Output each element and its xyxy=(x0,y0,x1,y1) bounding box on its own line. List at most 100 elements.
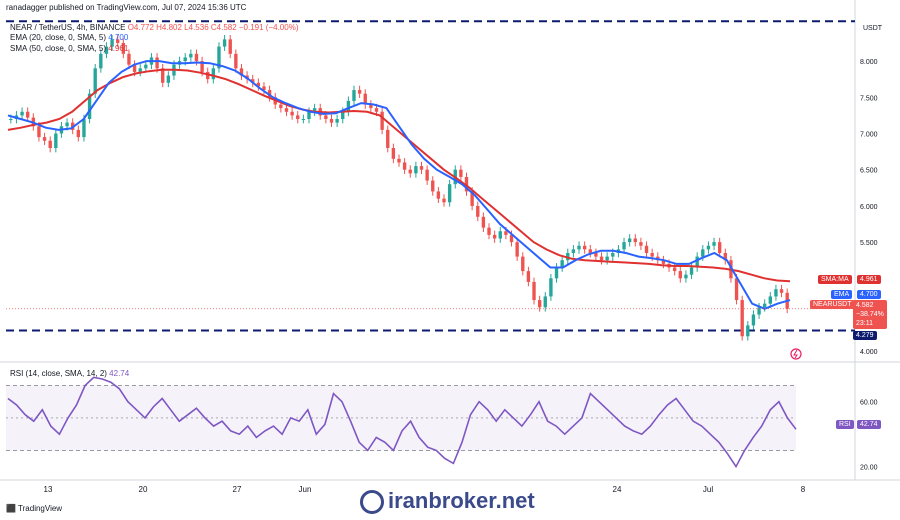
x-tick-label: 20 xyxy=(139,485,148,494)
candle-body xyxy=(588,249,592,253)
candle-body xyxy=(380,111,384,130)
candle-body xyxy=(301,119,306,121)
candle-body xyxy=(577,245,581,250)
candle-body xyxy=(706,245,711,250)
candle-body xyxy=(37,126,41,138)
alert-bolt xyxy=(793,349,798,359)
candle-body xyxy=(93,68,97,94)
candle-body xyxy=(329,119,334,123)
candle-body xyxy=(723,252,727,261)
candle-body xyxy=(537,300,542,308)
candle-body xyxy=(487,227,491,235)
candle-body xyxy=(116,39,120,43)
candle-body xyxy=(194,53,199,62)
y-tick-label: 4.000 xyxy=(860,349,878,356)
candle-body xyxy=(436,191,441,199)
x-tick-label: 24 xyxy=(613,485,622,494)
candle-body xyxy=(87,93,92,120)
candle-body xyxy=(447,184,452,203)
candle-body xyxy=(341,111,345,120)
candle-body xyxy=(20,111,24,116)
ema-axis-tag: EMA xyxy=(831,290,853,299)
rsi-axis-value: 42.74 xyxy=(857,420,881,429)
candle-body xyxy=(476,205,480,217)
candle-body xyxy=(774,289,778,297)
candle-body xyxy=(352,90,356,101)
candle-body xyxy=(26,111,30,118)
candle-body xyxy=(627,238,632,243)
watermark-logo: iranbroker.net xyxy=(360,488,535,515)
candle-body xyxy=(54,133,58,148)
candle-body xyxy=(155,57,159,69)
rsi-line xyxy=(7,376,797,469)
candle-body xyxy=(9,119,13,121)
candle-body xyxy=(391,147,396,159)
alert-circle xyxy=(790,348,802,360)
ema20-line xyxy=(7,60,791,310)
y-tick-label: 6.000 xyxy=(860,204,878,211)
candle-body xyxy=(509,234,514,243)
rsi-tick-label: 20.00 xyxy=(860,465,878,472)
candle-body xyxy=(363,93,367,105)
candle-body xyxy=(408,169,412,174)
candle-body xyxy=(549,278,553,297)
candle-body xyxy=(521,256,525,272)
currency-label[interactable]: USDT xyxy=(863,25,883,32)
candle-body xyxy=(650,252,654,257)
candle-body xyxy=(532,281,536,301)
y-tick-label: 8.000 xyxy=(860,59,878,66)
candle-body xyxy=(346,100,351,112)
rsi-legend[interactable]: RSI (14, close, SMA, 14, 2) 42.74 xyxy=(10,369,129,378)
candle-body xyxy=(284,108,289,112)
candle-body xyxy=(442,198,446,203)
candle-body xyxy=(768,296,772,304)
candle-body xyxy=(166,75,171,83)
candle-body xyxy=(256,82,261,87)
candle-body xyxy=(459,169,463,177)
candle-body xyxy=(639,242,643,246)
candle-body xyxy=(65,122,69,127)
y-tick-label: 7.500 xyxy=(860,95,878,102)
candle-body xyxy=(369,104,373,109)
rsi-tick-label: 60.00 xyxy=(860,400,878,407)
rsi-legend-value: 42.74 xyxy=(109,369,130,378)
candle-body xyxy=(560,260,564,268)
candle-body xyxy=(127,53,131,65)
tv-icon: ⬛ xyxy=(6,504,16,513)
candle-body xyxy=(712,242,716,246)
sma-legend-value: 4.961 xyxy=(108,44,129,53)
x-tick-label: 13 xyxy=(44,485,53,494)
candle-body xyxy=(689,267,694,275)
candle-body xyxy=(386,129,390,148)
candle-body xyxy=(228,39,232,54)
candle-body xyxy=(262,86,266,91)
ema-legend[interactable]: EMA (20, close, 0, SMA, 5) 4.700 xyxy=(10,33,128,42)
candle-body xyxy=(104,46,109,54)
candle-body xyxy=(740,300,744,337)
candle-body xyxy=(605,256,609,261)
candle-body xyxy=(296,115,300,120)
candle-body xyxy=(661,260,666,264)
candle-body xyxy=(76,129,81,138)
candle-body xyxy=(217,46,221,69)
candle-body xyxy=(312,108,317,112)
candle-body xyxy=(335,119,339,123)
ema-axis-value: 4.700 xyxy=(857,290,881,299)
x-tick-label: 8 xyxy=(801,485,806,494)
y-tick-label: 6.500 xyxy=(860,168,878,175)
candle-body xyxy=(132,64,137,72)
candle-body xyxy=(239,68,244,76)
candle-body xyxy=(678,271,682,279)
watermark-text: iranbroker.net xyxy=(388,488,535,513)
candle-body xyxy=(464,176,469,192)
symbol-name[interactable]: NEAR / TetherUS, 4h, BINANCE xyxy=(10,23,126,32)
broker-icon xyxy=(360,490,384,515)
candle-body xyxy=(206,71,210,80)
candle-body xyxy=(633,238,637,243)
candle-body xyxy=(161,68,165,83)
tradingview-logo[interactable]: ⬛ TradingView xyxy=(6,504,62,513)
sma-legend[interactable]: SMA (50, close, 0, SMA, 5) 4.961 xyxy=(10,44,128,53)
candle-body xyxy=(251,79,255,83)
candle-body xyxy=(695,256,699,268)
